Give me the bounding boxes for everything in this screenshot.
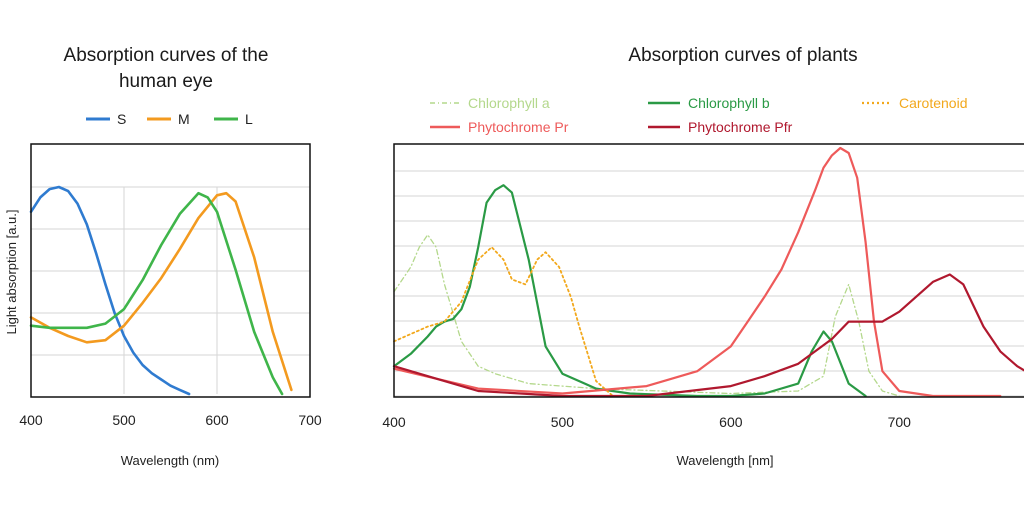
- series-line-chlorophyll-a: [393, 234, 900, 397]
- eye-plot-frame: [30, 143, 311, 398]
- plants-x-tick-400: 400: [382, 414, 406, 430]
- legend-label-phytochrome-pr: Phytochrome Pr: [468, 119, 569, 135]
- plants-chart: Absorption curves of plants Chlorophyll …: [382, 45, 1024, 468]
- plants-x-tick-600: 600: [719, 414, 743, 430]
- eye-x-tick-labels: 400 500 600 700: [19, 412, 322, 428]
- plants-x-axis-label: Wavelength [nm]: [676, 453, 773, 468]
- legend-label-chlorophyll-a: Chlorophyll a: [468, 95, 550, 111]
- eye-chart-title-line-2: human eye: [119, 71, 213, 92]
- eye-chart: Absorption curves of the human eye S M L…: [4, 45, 322, 468]
- series-line-s: [29, 185, 191, 396]
- eye-x-tick-700: 700: [298, 412, 322, 428]
- series-line-m: [29, 191, 293, 392]
- plants-series-lines: [392, 146, 1024, 398]
- legend-label-carotenoid: Carotenoid: [899, 95, 968, 111]
- legend-label-chlorophyll-b: Chlorophyll b: [688, 95, 770, 111]
- plants-x-tick-labels: 400 500 600 700: [382, 414, 911, 430]
- eye-x-axis-label: Wavelength (nm): [121, 453, 220, 468]
- plants-x-tick-700: 700: [888, 414, 912, 430]
- plants-chart-title: Absorption curves of plants: [628, 45, 857, 66]
- eye-y-axis-label: Light absorption [a.u.]: [4, 209, 19, 334]
- plants-plot-frame: [393, 143, 1024, 398]
- eye-chart-title-line-1: Absorption curves of the: [64, 45, 269, 66]
- series-line-phytochrome-pr: [392, 146, 1002, 398]
- legend-label-phytochrome-pfr: Phytochrome Pfr: [688, 119, 793, 135]
- eye-legend: S M L: [86, 111, 253, 127]
- series-line-l: [29, 191, 284, 396]
- legend-label-L: L: [245, 111, 253, 127]
- eye-x-tick-400: 400: [19, 412, 43, 428]
- plants-legend: Chlorophyll a Chlorophyll b Carotenoid P…: [430, 95, 968, 135]
- eye-x-tick-600: 600: [205, 412, 229, 428]
- eye-x-tick-500: 500: [112, 412, 136, 428]
- legend-label-M: M: [178, 111, 190, 127]
- legend-label-S: S: [117, 111, 126, 127]
- eye-series-lines: [29, 185, 293, 396]
- plants-gridlines: [394, 170, 1024, 397]
- series-line-chlorophyll-b: [392, 184, 867, 398]
- series-line-phytochrome-pfr: [392, 273, 1024, 398]
- series-line-carotenoid: [393, 246, 614, 397]
- plants-x-tick-500: 500: [551, 414, 575, 430]
